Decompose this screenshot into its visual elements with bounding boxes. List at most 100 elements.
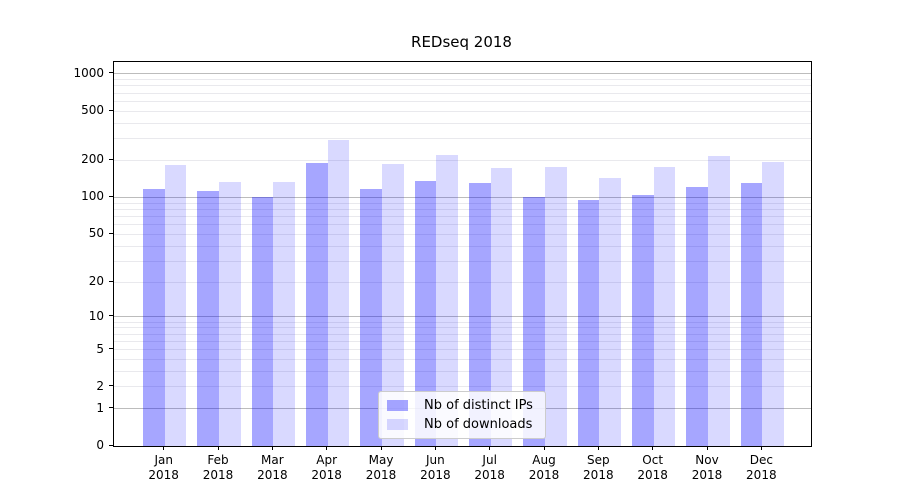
gridline-20: [114, 281, 811, 283]
legend-label: Nb of downloads: [424, 417, 533, 432]
x-tick-mark-sep: [597, 446, 599, 450]
y-tick-mark-0: [109, 444, 113, 446]
x-tick-label-mar: Mar 2018: [244, 453, 300, 483]
bar-sep-downloads: [599, 177, 622, 446]
x-tick-mark-apr: [326, 446, 328, 450]
y-tick-mark-10: [109, 315, 113, 317]
y-tick-label-10: 10: [88, 308, 104, 323]
gridline-50: [114, 233, 811, 235]
x-tick-label-jun: Jun 2018: [407, 453, 463, 483]
bar-mar-distinct-ips: [251, 196, 274, 446]
x-tick-label-dec: Dec 2018: [733, 453, 789, 483]
bar-layer: [114, 62, 811, 446]
x-tick-month: Aug: [532, 453, 556, 467]
x-tick-mark-may: [380, 446, 382, 450]
x-tick-month: Jul: [482, 453, 497, 467]
gridline-500: [114, 110, 811, 112]
x-tick-month: Sep: [587, 453, 610, 467]
x-tick-label-nov: Nov 2018: [679, 453, 735, 483]
x-tick-year: 2018: [474, 468, 505, 482]
y-tick-label-200: 200: [81, 152, 104, 167]
gridline-600: [114, 100, 811, 102]
x-tick-mark-mar: [271, 446, 273, 450]
y-tick-label-50: 50: [88, 226, 104, 241]
bar-feb-distinct-ips: [197, 190, 220, 446]
x-tick-label-may: May 2018: [353, 453, 409, 483]
bar-dec-distinct-ips: [740, 183, 763, 446]
legend-item-distinct-ips: Nb of distinct IPs: [387, 398, 537, 413]
legend-swatch: [387, 400, 408, 411]
gridline-5: [114, 349, 811, 350]
x-tick-month: Jan: [154, 453, 173, 467]
x-tick-mark-aug: [543, 446, 545, 450]
y-tick-label-100: 100: [81, 189, 104, 204]
y-tick-mark-2: [109, 385, 113, 387]
x-tick-mark-jun: [434, 446, 436, 450]
gridline-60: [114, 224, 811, 226]
x-tick-year: 2018: [148, 468, 179, 482]
gridline-4: [114, 358, 811, 360]
y-tick-mark-20: [109, 280, 113, 282]
gridline-30: [114, 260, 811, 262]
legend-swatch: [387, 419, 408, 430]
bar-aug-downloads: [545, 166, 567, 446]
x-tick-year: 2018: [365, 468, 397, 482]
gridline-90: [114, 202, 811, 204]
y-tick-label-20: 20: [88, 274, 104, 289]
x-tick-mark-jul: [489, 446, 491, 450]
gridline-400: [114, 122, 811, 124]
gridline-40: [114, 245, 811, 247]
bar-apr-distinct-ips: [305, 162, 328, 446]
plot-area: Nb of distinct IPs Nb of downloads: [113, 61, 812, 447]
bar-may-distinct-ips: [360, 188, 382, 446]
gridline-800: [114, 85, 811, 87]
bar-oct-downloads: [653, 166, 676, 446]
x-tick-mark-dec: [760, 446, 762, 450]
y-tick-mark-1000: [109, 72, 113, 74]
legend: Nb of distinct IPs Nb of downloads: [378, 391, 546, 439]
y-tick-label-1000: 1000: [73, 65, 104, 80]
bar-oct-distinct-ips: [631, 194, 654, 446]
bar-sep-distinct-ips: [577, 200, 600, 446]
bar-feb-downloads: [219, 181, 241, 446]
bar-jan-distinct-ips: [143, 189, 165, 446]
y-tick-label-0: 0: [96, 438, 104, 452]
x-tick-label-jul: Jul 2018: [462, 453, 518, 483]
y-tick-label-5: 5: [96, 341, 104, 356]
chart-title: REDseq 2018: [411, 33, 512, 51]
gridline-2: [114, 386, 811, 388]
legend-label: Nb of distinct IPs: [424, 398, 533, 413]
x-tick-month: Jun: [425, 453, 445, 467]
legend-item-downloads: Nb of downloads: [387, 417, 537, 432]
x-tick-mark-nov: [706, 446, 708, 450]
gridline-9: [114, 321, 811, 323]
bar-mar-downloads: [273, 181, 296, 446]
x-tick-year: 2018: [691, 468, 723, 482]
y-tick-mark-1: [109, 407, 113, 409]
x-tick-label-apr: Apr 2018: [299, 453, 355, 483]
gridline-900: [114, 79, 811, 81]
x-tick-month: Mar: [261, 453, 284, 467]
x-tick-mark-feb: [217, 446, 219, 450]
y-tick-mark-5: [109, 348, 113, 349]
y-tick-label-500: 500: [81, 103, 104, 118]
x-tick-year: 2018: [311, 468, 342, 482]
bar-aug-distinct-ips: [523, 196, 545, 446]
x-tick-month: Dec: [749, 453, 773, 467]
x-tick-month: May: [368, 453, 394, 467]
x-tick-mark-oct: [652, 446, 654, 450]
y-tick-mark-200: [109, 158, 113, 160]
grid-layer: [114, 62, 811, 446]
y-tick-label-1: 1: [96, 400, 104, 415]
x-tick-label-feb: Feb 2018: [190, 453, 246, 483]
bar-nov-downloads: [708, 155, 730, 446]
x-tick-month: Oct: [642, 453, 664, 467]
gridline-300: [114, 138, 811, 140]
gridline-80: [114, 208, 811, 210]
x-tick-label-jan: Jan 2018: [136, 453, 192, 483]
bar-nov-distinct-ips: [686, 187, 708, 446]
y-tick-label-2: 2: [96, 378, 104, 393]
x-tick-year: 2018: [746, 468, 777, 482]
bar-jul-downloads: [490, 167, 513, 446]
x-tick-year: 2018: [528, 468, 560, 482]
